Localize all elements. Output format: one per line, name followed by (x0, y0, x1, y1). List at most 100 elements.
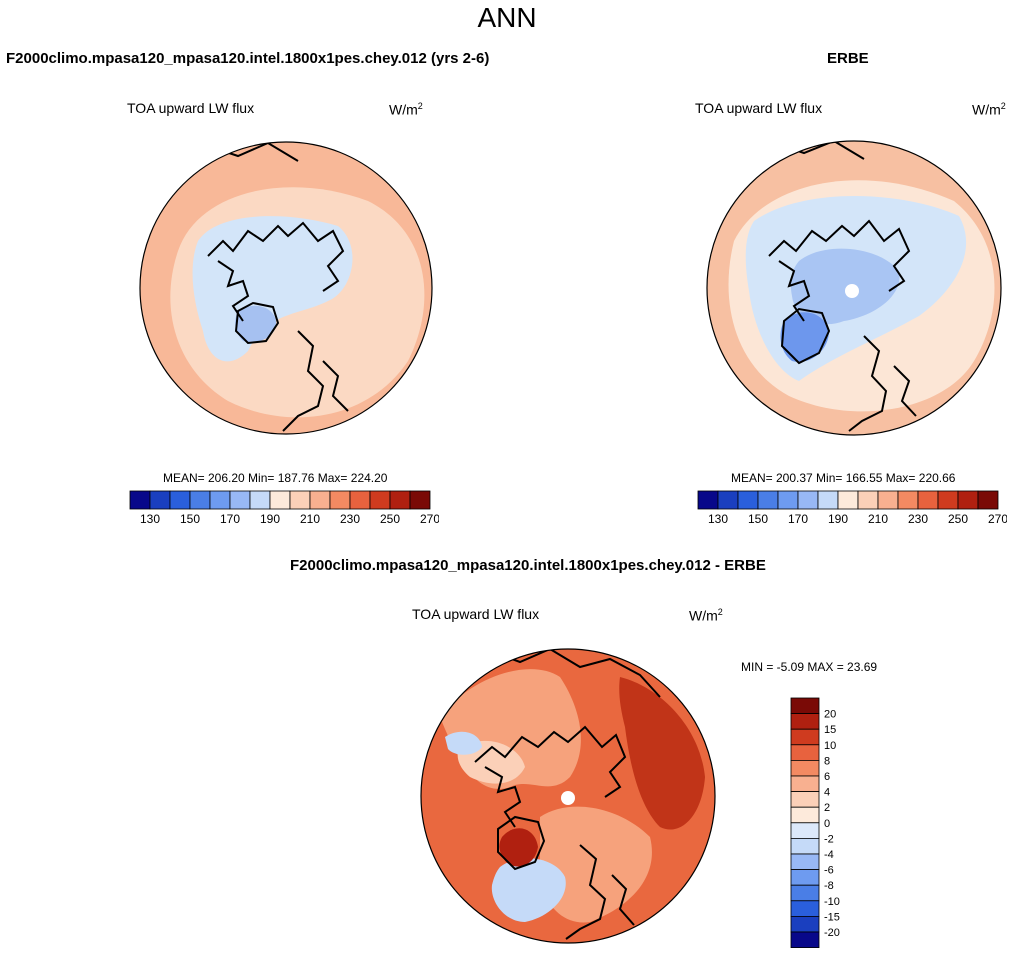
model-stats: MEAN= 206.20 Min= 187.76 Max= 224.20 (163, 471, 388, 485)
model-colorbar-swatch (309, 490, 331, 510)
obs-colorbar-label: 270 (988, 512, 1007, 526)
model-colorbar-swatch (129, 490, 151, 510)
model-colorbar-label: 270 (420, 512, 439, 526)
model-colorbar-label: 190 (260, 512, 280, 526)
diff-colorbar-label: -20 (824, 927, 840, 939)
diff-colorbar-label: 8 (824, 755, 830, 767)
model-units-label: W/m2 (389, 101, 423, 118)
diff-colorbar-swatch (790, 806, 820, 824)
diff-colorbar-swatch (790, 931, 820, 949)
obs-colorbar-label: 230 (908, 512, 928, 526)
diff-colorbar-swatch (790, 728, 820, 746)
obs-panel-title: ERBE (827, 50, 869, 67)
diff-greenland-max (499, 828, 538, 867)
obs-stats: MEAN= 200.37 Min= 166.55 Max= 220.66 (731, 471, 956, 485)
diff-colorbar-label: -15 (824, 911, 840, 923)
diff-colorbar-label: 20 (824, 709, 836, 721)
model-colorbar-swatch (289, 490, 311, 510)
diff-colorbar-swatch (790, 915, 820, 933)
model-colorbar-swatch (249, 490, 271, 510)
diff-colorbar-swatch (790, 822, 820, 839)
obs-colorbar: 130 150 170 190 210 230 250 270 (697, 490, 1007, 526)
model-colorbar-label: 230 (340, 512, 360, 526)
obs-colorbar-label: 250 (948, 512, 968, 526)
model-polar-map (139, 141, 433, 435)
diff-colorbar-label: -8 (824, 880, 834, 892)
model-colorbar-swatch (349, 490, 371, 510)
obs-colorbar-label: 170 (788, 512, 808, 526)
model-colorbar-swatch (389, 490, 411, 510)
diff-colorbar-label: 2 (824, 802, 830, 814)
model-colorbar-swatch (149, 490, 171, 510)
model-colorbar-swatch (409, 490, 431, 510)
diff-colorbar-label: -6 (824, 865, 834, 877)
diff-colorbar-swatch (790, 760, 820, 777)
model-colorbar-label: 250 (380, 512, 400, 526)
obs-colorbar-swatch (897, 490, 919, 510)
obs-colorbar-swatch (917, 490, 939, 510)
obs-colorbar-swatch (957, 490, 979, 510)
diff-colorbar-swatch (790, 853, 820, 871)
diff-colorbar-label: 6 (824, 771, 830, 783)
obs-colorbar-swatch (777, 490, 799, 510)
model-colorbar: 130 150 170 190 210 230 250 270 (129, 490, 439, 526)
diff-colorbar-swatch (790, 775, 820, 793)
obs-colorbar-swatch (717, 490, 739, 510)
obs-polar-core (790, 248, 900, 325)
model-colorbar-swatch (369, 490, 391, 510)
diff-colorbar-swatch (790, 900, 820, 917)
diff-colorbar-swatch (790, 791, 820, 808)
diff-colorbar-swatch (790, 744, 820, 761)
diff-colorbar-label: 0 (824, 818, 830, 830)
obs-units-label: W/m2 (972, 101, 1006, 118)
obs-colorbar-label: 130 (708, 512, 728, 526)
obs-colorbar-label: 190 (828, 512, 848, 526)
page-title: ANN (477, 2, 537, 33)
diff-units-label: W/m2 (689, 607, 723, 624)
diff-colorbar-label: -2 (824, 833, 834, 845)
diff-strong-region (619, 677, 705, 830)
diff-negative-region (491, 858, 566, 922)
diff-polar-map (420, 648, 716, 944)
model-colorbar-swatch (209, 490, 231, 510)
diff-stats: MIN = -5.09 MAX = 23.69 (741, 660, 878, 674)
diff-colorbar-label: 4 (824, 787, 830, 799)
model-colorbar-label: 150 (180, 512, 200, 526)
obs-colorbar-swatch (757, 490, 779, 510)
model-colorbar-swatch (189, 490, 211, 510)
obs-colorbar-swatch (857, 490, 879, 510)
model-colorbar-swatch (269, 490, 291, 510)
obs-colorbar-swatch (737, 490, 759, 510)
diff-colorbar-label: 10 (824, 740, 836, 752)
obs-colorbar-label: 150 (748, 512, 768, 526)
model-colorbar-label: 170 (220, 512, 240, 526)
obs-pole-hole (845, 284, 859, 298)
obs-variable-title: TOA upward LW flux (695, 100, 823, 116)
model-panel-title: F2000climo.mpasa120_mpasa120.intel.1800x… (6, 50, 490, 67)
obs-colorbar-label: 210 (868, 512, 888, 526)
diff-colorbar-swatch (790, 869, 820, 886)
diff-colorbar-label: -4 (824, 849, 834, 861)
model-colorbar-label: 210 (300, 512, 320, 526)
model-colorbar-swatch (229, 490, 251, 510)
diff-variable-title: TOA upward LW flux (412, 606, 540, 622)
model-variable-title: TOA upward LW flux (127, 100, 255, 116)
diff-colorbar-swatch (790, 837, 820, 855)
obs-colorbar-swatch (837, 490, 859, 510)
diff-colorbar-swatch (790, 884, 820, 902)
diff-colorbar-label: -10 (824, 896, 840, 908)
obs-polar-map (706, 140, 1002, 436)
model-greenland-region (235, 305, 277, 343)
obs-colorbar-swatch (697, 490, 719, 510)
diff-colorbar-swatch (790, 713, 820, 730)
model-colorbar-swatch (329, 490, 351, 510)
diff-negative-region-2 (445, 731, 482, 755)
obs-colorbar-swatch (817, 490, 839, 510)
obs-colorbar-swatch (797, 490, 819, 510)
obs-greenland-region (780, 312, 829, 362)
obs-colorbar-swatch (977, 490, 999, 510)
obs-colorbar-swatch (937, 490, 959, 510)
obs-colorbar-swatch (877, 490, 899, 510)
model-colorbar-label: 130 (140, 512, 160, 526)
